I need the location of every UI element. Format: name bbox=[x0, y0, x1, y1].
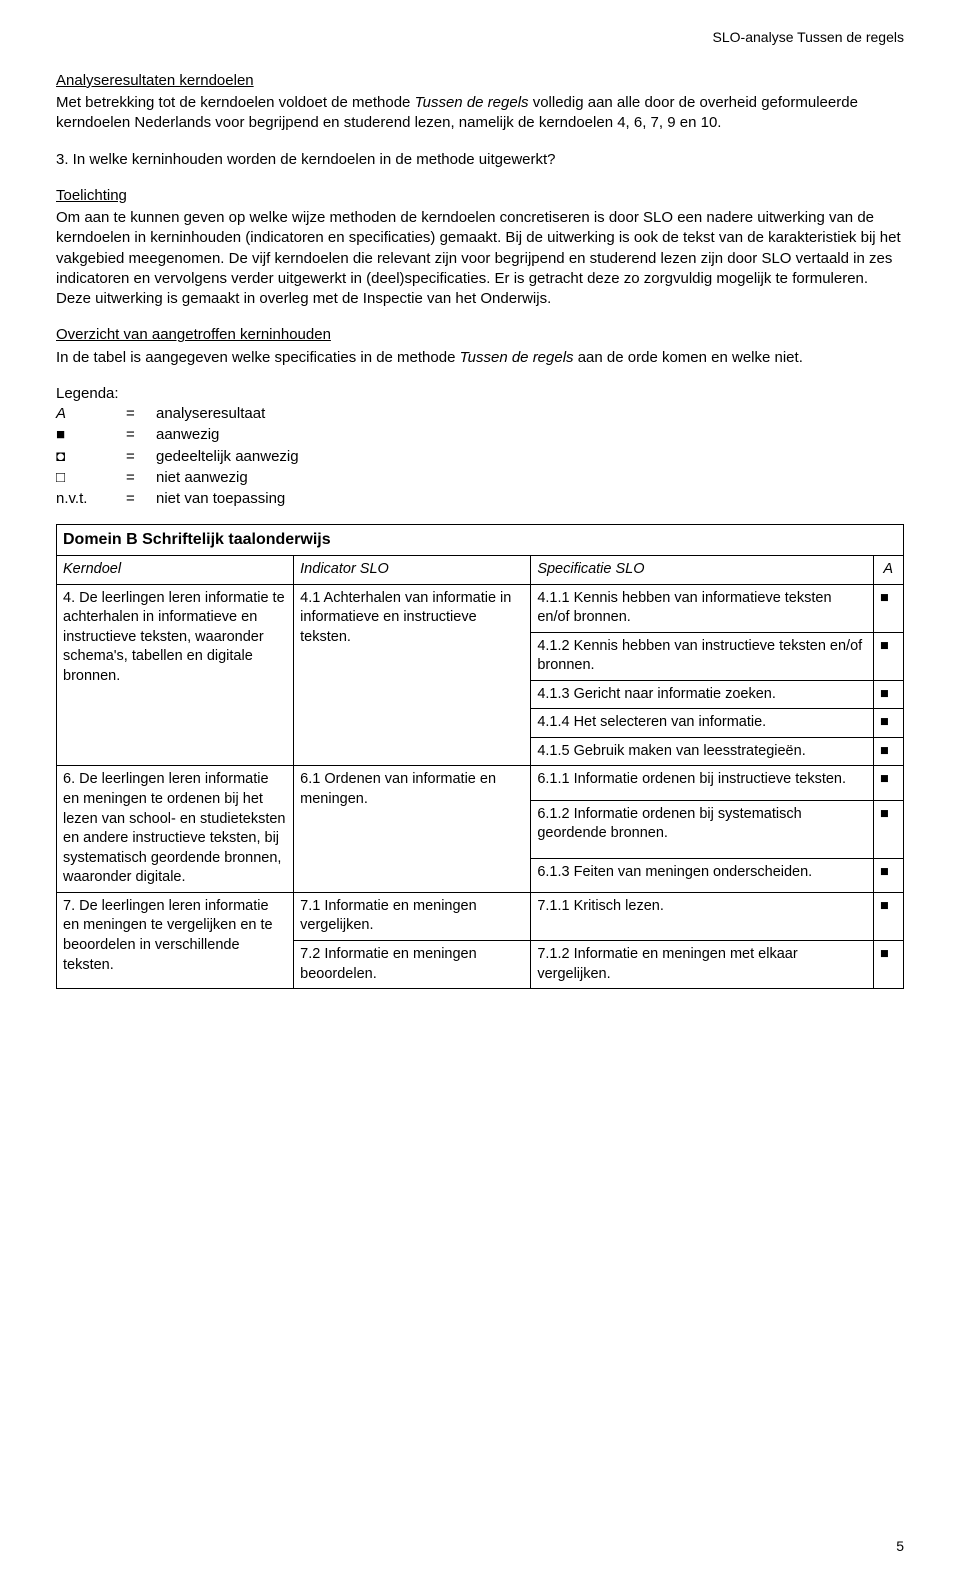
legend-row: □=niet aanwezig bbox=[56, 468, 305, 489]
legend-row: ◘=gedeeltelijk aanwezig bbox=[56, 447, 305, 468]
specificatie-cell: 4.1.2 Kennis hebben van instructieve tek… bbox=[531, 632, 874, 680]
indicator-cell: 6.1 Ordenen van informatie en meningen. bbox=[294, 766, 531, 892]
legend-symbol: A bbox=[56, 404, 126, 425]
legend-value: niet van toepassing bbox=[156, 489, 305, 510]
specificatie-cell: 4.1.1 Kennis hebben van informatieve tek… bbox=[531, 584, 874, 632]
legend-value: analyseresultaat bbox=[156, 404, 305, 425]
legend-symbol: □ bbox=[56, 468, 126, 489]
specificatie-cell: 7.1.2 Informatie en meningen met elkaar … bbox=[531, 940, 874, 988]
section-text-pre: Met betrekking tot de kerndoelen voldoet… bbox=[56, 94, 415, 111]
table-row: 6. De leerlingen leren informatie en men… bbox=[57, 766, 904, 800]
mark-cell: ■ bbox=[874, 766, 904, 800]
table-row: 7. De leerlingen leren informatie en men… bbox=[57, 892, 904, 940]
legend-eq: = bbox=[126, 425, 156, 446]
legend-value: niet aanwezig bbox=[156, 468, 305, 489]
toelichting-title: Toelichting bbox=[56, 186, 904, 206]
specificatie-cell: 6.1.3 Feiten van meningen onderscheiden. bbox=[531, 858, 874, 892]
question-3: 3. In welke kerninhouden worden de kernd… bbox=[56, 150, 904, 170]
kerndoel-cell: 7. De leerlingen leren informatie en men… bbox=[57, 892, 294, 988]
column-header: Kerndoel bbox=[57, 555, 294, 584]
legend-value: aanwezig bbox=[156, 425, 305, 446]
section-title: Analyseresultaten kerndoelen bbox=[56, 71, 904, 91]
overzicht-text-post: aan de orde komen en welke niet. bbox=[574, 349, 803, 366]
method-name: Tussen de regels bbox=[415, 94, 529, 111]
legend-symbol: n.v.t. bbox=[56, 489, 126, 510]
mark-cell: ■ bbox=[874, 709, 904, 738]
mark-cell: ■ bbox=[874, 892, 904, 940]
kerndoel-cell: 6. De leerlingen leren informatie en men… bbox=[57, 766, 294, 892]
column-header: A bbox=[874, 555, 904, 584]
specificatie-cell: 4.1.4 Het selecteren van informatie. bbox=[531, 709, 874, 738]
mark-cell: ■ bbox=[874, 584, 904, 632]
specificatie-cell: 6.1.1 Informatie ordenen bij instructiev… bbox=[531, 766, 874, 800]
page-number: 5 bbox=[896, 1537, 904, 1556]
legend-symbol: ◘ bbox=[56, 447, 126, 468]
legend-table: A=analyseresultaat■=aanwezig◘=gedeelteli… bbox=[56, 404, 305, 510]
mark-cell: ■ bbox=[874, 940, 904, 988]
legend-row: ■=aanwezig bbox=[56, 425, 305, 446]
section-toelichting: Toelichting Om aan te kunnen geven op we… bbox=[56, 186, 904, 310]
indicator-cell: 4.1 Achterhalen van informatie in inform… bbox=[294, 584, 531, 766]
overzicht-text-pre: In de tabel is aangegeven welke specific… bbox=[56, 349, 460, 366]
legend-eq: = bbox=[126, 447, 156, 468]
legend-eq: = bbox=[126, 468, 156, 489]
table-row: 4. De leerlingen leren informatie te ach… bbox=[57, 584, 904, 632]
legend-row: A=analyseresultaat bbox=[56, 404, 305, 425]
section-analyseresultaten: Analyseresultaten kerndoelen Met betrekk… bbox=[56, 71, 904, 134]
mark-cell: ■ bbox=[874, 632, 904, 680]
domain-title: Domein B Schriftelijk taalonderwijs bbox=[57, 525, 904, 556]
legend-title: Legenda: bbox=[56, 384, 904, 404]
legend-row: n.v.t.=niet van toepassing bbox=[56, 489, 305, 510]
indicator-cell: 7.2 Informatie en meningen beoordelen. bbox=[294, 940, 531, 988]
page: SLO-analyse Tussen de regels Analyseresu… bbox=[0, 0, 960, 1576]
section-overzicht: Overzicht van aangetroffen kerninhouden … bbox=[56, 325, 904, 368]
mark-cell: ■ bbox=[874, 858, 904, 892]
specificatie-cell: 4.1.5 Gebruik maken van leesstrategieën. bbox=[531, 737, 874, 766]
main-table: Domein B Schriftelijk taalonderwijsKernd… bbox=[56, 524, 904, 989]
specificatie-cell: 6.1.2 Informatie ordenen bij systematisc… bbox=[531, 800, 874, 858]
toelichting-text: Om aan te kunnen geven op welke wijze me… bbox=[56, 209, 901, 307]
kerndoel-cell: 4. De leerlingen leren informatie te ach… bbox=[57, 584, 294, 766]
mark-cell: ■ bbox=[874, 737, 904, 766]
legend-symbol: ■ bbox=[56, 425, 126, 446]
overzicht-method-name: Tussen de regels bbox=[460, 349, 574, 366]
legend-value: gedeeltelijk aanwezig bbox=[156, 447, 305, 468]
indicator-cell: 7.1 Informatie en meningen vergelijken. bbox=[294, 892, 531, 940]
column-header: Specificatie SLO bbox=[531, 555, 874, 584]
header-right: SLO-analyse Tussen de regels bbox=[56, 28, 904, 47]
specificatie-cell: 4.1.3 Gericht naar informatie zoeken. bbox=[531, 680, 874, 709]
mark-cell: ■ bbox=[874, 680, 904, 709]
mark-cell: ■ bbox=[874, 800, 904, 858]
specificatie-cell: 7.1.1 Kritisch lezen. bbox=[531, 892, 874, 940]
column-header: Indicator SLO bbox=[294, 555, 531, 584]
overzicht-title: Overzicht van aangetroffen kerninhouden bbox=[56, 325, 904, 345]
legend-eq: = bbox=[126, 489, 156, 510]
legend-eq: = bbox=[126, 404, 156, 425]
